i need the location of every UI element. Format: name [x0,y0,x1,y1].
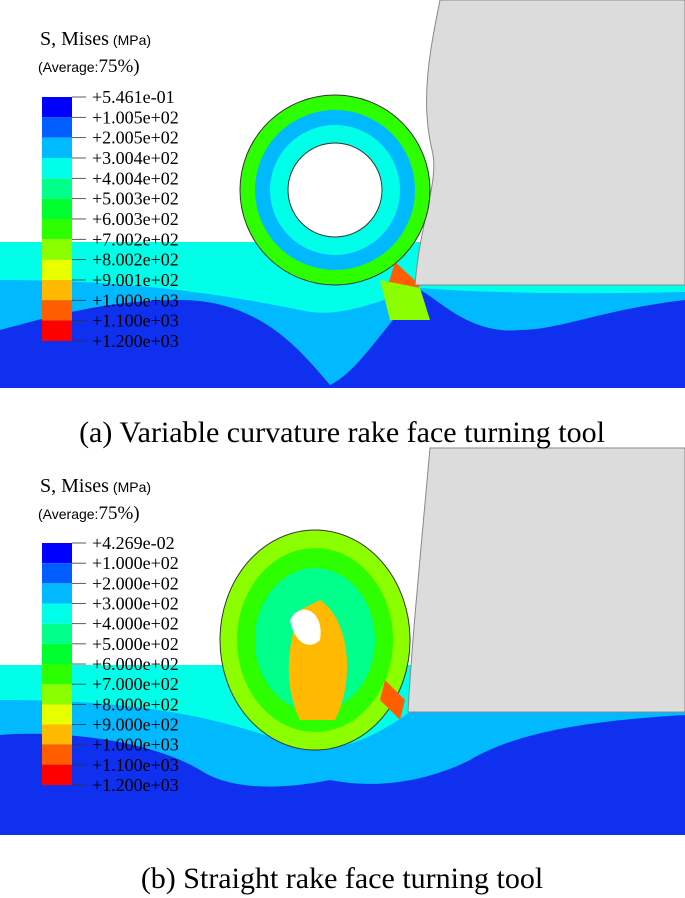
legend-label: +5.461e-01 [92,87,175,107]
legends: S, Mises (MPa)(Average:75%)+5.461e-01+1.0… [38,28,605,895]
legend-label: +3.004e+02 [92,148,179,168]
legend-label: +6.000e+02 [92,654,179,674]
legend-swatch [42,543,72,564]
legend-swatch [42,117,72,138]
legend-label: +3.000e+02 [92,594,179,614]
legend-label: +1.100e+03 [92,755,179,775]
legend-title-text: S, Mises [40,475,109,497]
average-value: 75%) [98,56,139,77]
legend-label: +1.200e+03 [92,331,179,351]
legend-title: S, Mises (MPa) [40,28,151,50]
legend-swatch [42,684,72,705]
legend-swatch [42,97,72,118]
legend-label: +9.001e+02 [92,270,179,290]
legend-label: +5.003e+02 [92,189,179,209]
legend-swatch [42,239,72,260]
average-value: 75%) [98,503,139,524]
simulation-image-a [0,0,685,388]
legend-swatch [42,198,72,219]
legend-label: +1.000e+03 [92,290,179,310]
legend-average: (Average:75%) [38,503,140,524]
legend-label: +7.002e+02 [92,229,179,249]
legend-swatch [42,704,72,725]
legend-swatch [42,563,72,584]
legend-label: +4.004e+02 [92,168,179,188]
legend-title: S, Mises (MPa) [40,475,151,497]
legend-swatch [42,300,72,321]
legend-swatch [42,178,72,199]
legend-label: +1.100e+03 [92,311,179,331]
legend-swatch [42,157,72,179]
legend-label: +9.000e+02 [92,715,179,735]
average-label: (Average: [38,59,98,75]
legend-label: +6.003e+02 [92,209,179,229]
caption: (a) Variable curvature rake face turning… [79,416,605,449]
legend-title-text: S, Mises [40,28,109,50]
caption: (b) Straight rake face turning tool [141,862,543,895]
legend-swatch [42,259,72,280]
legend-swatch [42,218,72,240]
legend-label: +2.005e+02 [92,128,179,148]
legend-swatch [42,764,72,786]
average-label: (Average: [38,506,98,522]
legend-label: +1.005e+02 [92,107,179,127]
legend-swatch [42,664,72,685]
legend-label: +2.000e+02 [92,573,179,593]
legend-swatch [42,583,72,604]
legend-swatch [42,623,72,644]
legend-swatch [42,320,72,341]
legend-unit: (MPa) [113,479,151,495]
legend-swatch [42,137,72,158]
legend-average: (Average:75%) [38,56,140,77]
legend-label: +4.000e+02 [92,614,179,634]
legend-swatch [42,279,72,301]
legend-label: +4.269e-02 [92,533,175,553]
legend-label: +1.000e+03 [92,735,179,755]
legend-label: +5.000e+02 [92,634,179,654]
legend-label: +1.000e+02 [92,553,179,573]
legend-label: +8.000e+02 [92,694,179,714]
legend-swatch [42,643,72,665]
legend-swatch [42,724,72,745]
legend-label: +1.200e+03 [92,775,179,795]
legend-unit: (MPa) [113,32,151,48]
simulation-image-b [0,447,685,835]
legend-label: +8.002e+02 [92,250,179,270]
legend-label: +7.000e+02 [92,674,179,694]
legend-swatch [42,744,72,765]
legend-swatch [42,603,72,624]
